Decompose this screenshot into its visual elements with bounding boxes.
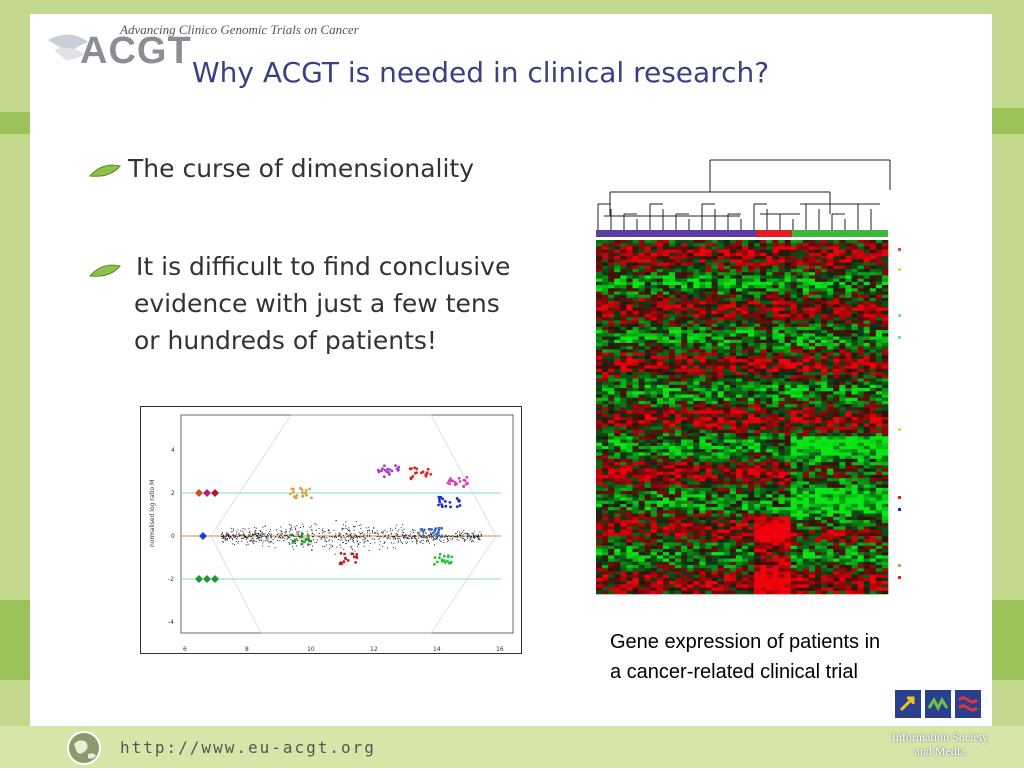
- heatmap-side-marks: [898, 248, 901, 579]
- ma-plot-ytick: 2: [171, 490, 175, 497]
- ma-plot-ytick: 0: [171, 533, 175, 540]
- ism-caption: Information Society and Media: [880, 730, 1000, 758]
- ism-line-2: and Media: [880, 744, 1000, 758]
- ma-plot-xtick: 8: [245, 646, 249, 653]
- heatmap-svg: [590, 156, 910, 596]
- ma-plot-xtick: 6: [183, 646, 187, 653]
- leaf-bullet-icon: [88, 260, 122, 280]
- globe-icon: [66, 730, 102, 766]
- ma-plot-xtick: 12: [370, 646, 378, 653]
- ism-logo-icon: [893, 688, 985, 722]
- top-border-bar: [0, 0, 1024, 14]
- ism-line-1: Information Society: [880, 730, 1000, 744]
- dendrogram: [598, 160, 890, 230]
- caption-line-1: Gene expression of patients in: [610, 627, 970, 657]
- ma-plot-xtick: 10: [307, 646, 315, 653]
- bullet-2-line-2: evidence with just a few tens: [134, 285, 500, 322]
- ma-plot-ytick: -4: [168, 619, 174, 626]
- bullet-1-text: The curse of dimensionality: [128, 150, 474, 187]
- ma-plot-ytick: 4: [171, 447, 175, 454]
- ma-plot-image: normalised log ratio M 6 8 10 12 14 16 4…: [140, 406, 522, 654]
- group-bar-1: [596, 230, 756, 237]
- slide-title: Why ACGT is needed in clinical research?: [192, 56, 769, 89]
- ma-plot-ytick: -2: [168, 576, 174, 583]
- leaf-bullet-icon: [88, 160, 122, 180]
- ma-plot-xtick: 14: [433, 646, 441, 653]
- ma-plot-xtick: 16: [496, 646, 504, 653]
- ma-plot-ylabel: normalised log ratio M: [149, 480, 156, 547]
- group-bar-2: [756, 230, 792, 237]
- gene-expression-heatmap: [590, 156, 910, 596]
- heatmap-cells: [596, 240, 888, 594]
- heatmap-caption: Gene expression of patients in a cancer-…: [610, 627, 970, 687]
- caption-line-2: a cancer-related clinical trial: [610, 657, 970, 687]
- footer-url-link[interactable]: http://www.eu-acgt.org: [120, 738, 376, 757]
- ma-plot-svg: normalised log ratio M 6 8 10 12 14 16 4…: [141, 407, 521, 653]
- group-bar-3: [792, 230, 888, 237]
- bullet-2-line-3: or hundreds of patients!: [134, 322, 437, 359]
- information-society-logo: [893, 688, 985, 722]
- logo-wordmark: ACGT: [80, 30, 192, 73]
- bullet-2-line-1: It is difficult to find conclusive: [136, 248, 510, 285]
